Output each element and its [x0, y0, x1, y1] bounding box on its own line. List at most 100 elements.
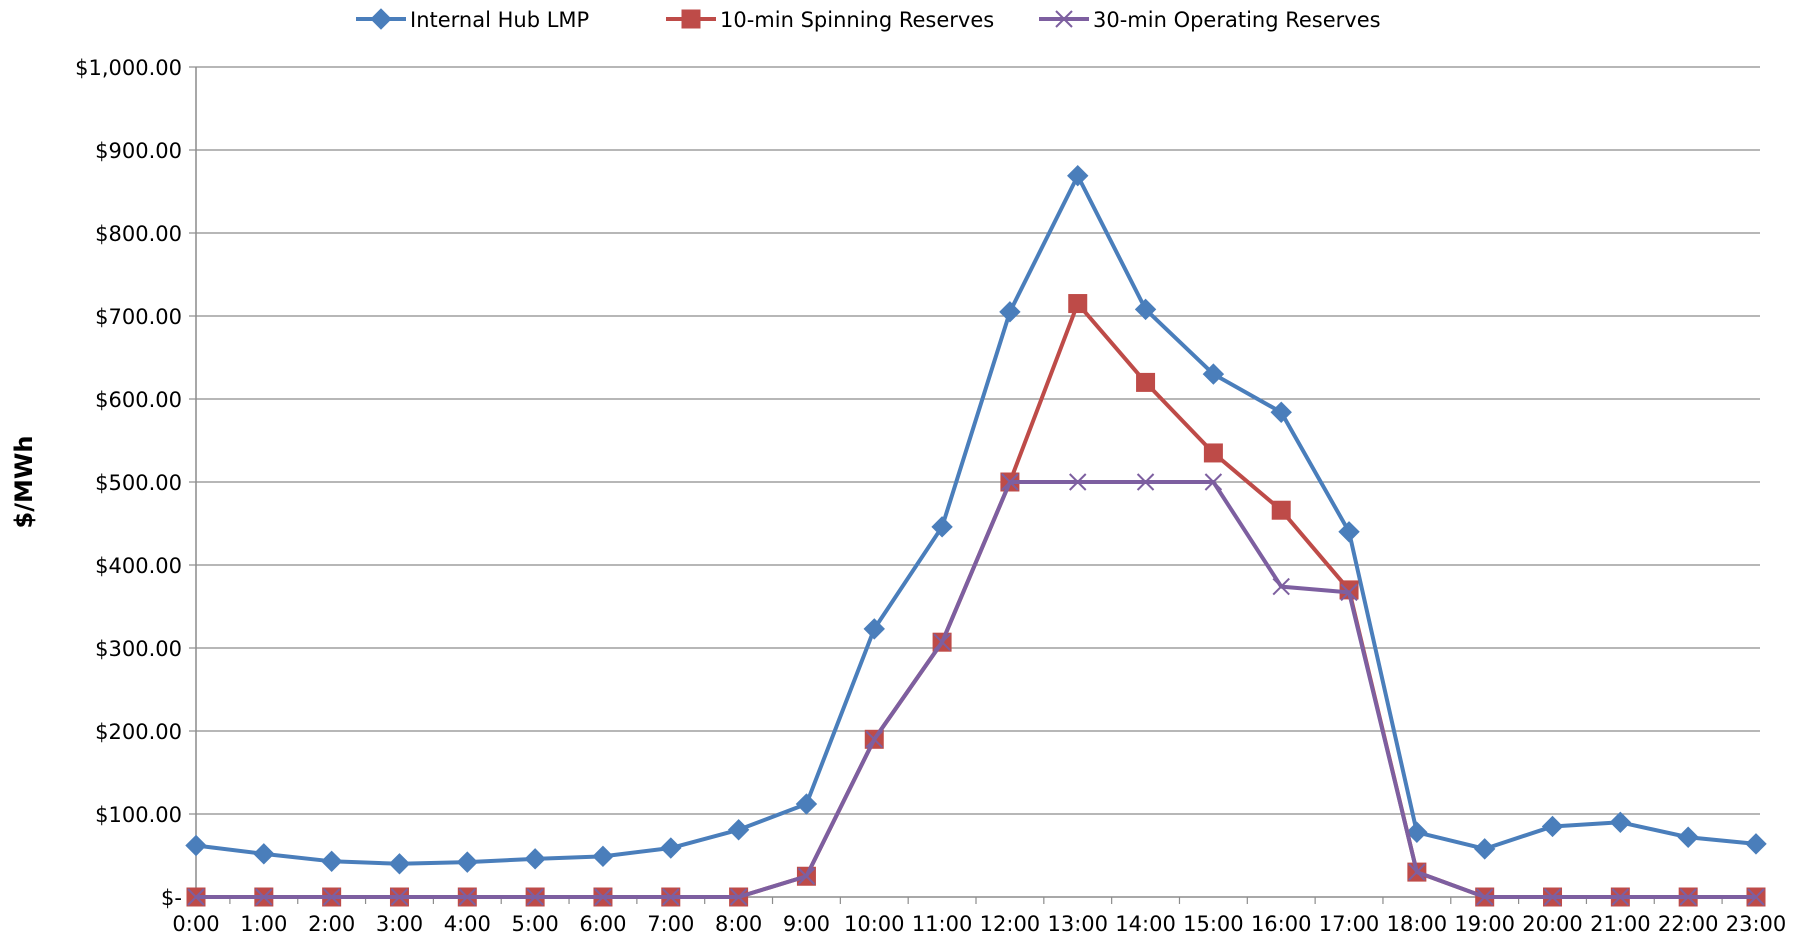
legend-item-2: 30-min Operating Reserves	[1039, 8, 1381, 32]
data-point	[999, 301, 1021, 323]
data-point	[592, 845, 614, 868]
x-marker-stroke	[1272, 577, 1290, 596]
y-tick-label: $1,000.00	[75, 56, 182, 80]
legend-item-0: Internal Hub LMP	[356, 8, 589, 32]
x-marker-stroke	[526, 888, 544, 906]
x-tick-label: 16:00	[1251, 912, 1312, 936]
x-tick-label: 22:00	[1658, 912, 1719, 936]
x-marker-stroke	[1543, 888, 1562, 906]
x-marker-stroke	[390, 888, 409, 906]
legend-marker	[1055, 10, 1073, 28]
y-tick-label: $-	[161, 886, 182, 910]
x-marker-stroke	[1747, 888, 1765, 906]
data-point	[185, 834, 207, 857]
x-marker-stroke	[1679, 888, 1697, 906]
y-tick-label: $600.00	[95, 388, 182, 412]
x-marker-stroke	[933, 633, 951, 651]
data-point	[1541, 815, 1564, 838]
x-marker-stroke	[662, 888, 680, 906]
data-point	[1204, 473, 1223, 491]
data-point	[1475, 888, 1494, 906]
x-marker-stroke	[1069, 473, 1087, 491]
y-tick-label: $100.00	[95, 803, 182, 827]
x-tick-label: 18:00	[1387, 912, 1448, 936]
data-point	[1001, 473, 1019, 491]
y-axis-label: $/MWh	[10, 436, 38, 529]
x-marker-stroke	[322, 888, 341, 906]
series-line	[196, 480, 1756, 899]
axes	[189, 66, 1760, 904]
data-point	[795, 793, 818, 815]
x-tick-label: 5:00	[512, 912, 559, 936]
data-point	[1745, 833, 1767, 855]
x-marker-stroke	[1001, 473, 1019, 491]
x-tick-label: 7:00	[647, 912, 694, 936]
data-point	[388, 853, 411, 875]
y-tick-label: $700.00	[95, 305, 182, 329]
data-point	[1134, 298, 1157, 321]
y-tick-label: $400.00	[95, 554, 182, 578]
series-0	[185, 165, 1767, 875]
data-point	[187, 888, 205, 906]
x-tick-label: 15:00	[1183, 912, 1244, 936]
data-point	[255, 888, 273, 906]
data-point	[865, 730, 883, 749]
series-group	[185, 165, 1767, 907]
x-marker-stroke	[797, 867, 816, 885]
data-point	[456, 851, 479, 873]
y-axis-ticks: $- $100.00 $200.00 $300.00 $400.00 $500.00 $60…	[75, 56, 182, 910]
data-point	[660, 837, 682, 859]
x-tick-label: 20:00	[1522, 912, 1583, 936]
data-point	[1067, 165, 1089, 187]
x-tick-label: 2:00	[308, 912, 355, 936]
series-2	[187, 473, 1765, 906]
y-tick-label: $800.00	[95, 222, 182, 246]
x-tick-label: 10:00	[844, 912, 905, 936]
x-marker-stroke	[1611, 888, 1630, 906]
data-point	[458, 888, 477, 906]
x-marker-stroke	[187, 888, 205, 906]
x-tick-label: 3:00	[376, 912, 423, 936]
y-tick-label: $900.00	[95, 139, 182, 163]
data-point	[1406, 821, 1428, 843]
x-tick-label: 17:00	[1319, 912, 1380, 936]
x-tick-label: 8:00	[715, 912, 762, 936]
data-point	[253, 843, 275, 865]
x-axis-ticks: 0:00 1:00 2:00 3:00 4:00 5:00 6:00 7:00 8:00 9:00…	[172, 912, 1786, 936]
legend-item-1: 10-min Spinning Reserves	[666, 8, 994, 32]
data-point	[933, 633, 951, 651]
data-point	[1679, 888, 1697, 906]
data-point	[1677, 826, 1699, 848]
x-tick-label: 9:00	[783, 912, 830, 936]
data-point	[390, 888, 409, 906]
data-point	[1747, 888, 1765, 906]
data-point	[1408, 863, 1426, 881]
x-tick-label: 1:00	[240, 912, 287, 936]
legend-marker	[681, 9, 701, 29]
data-point	[931, 516, 953, 538]
legend-label: 30-min Operating Reserves	[1093, 8, 1381, 32]
data-point	[863, 618, 885, 640]
data-point	[1340, 583, 1358, 602]
series-line	[196, 301, 1756, 899]
data-point	[526, 888, 544, 906]
x-tick-label: 6:00	[579, 912, 626, 936]
data-point	[1069, 473, 1087, 491]
data-point	[320, 850, 343, 873]
data-point	[729, 888, 748, 906]
data-point	[594, 888, 612, 906]
data-point	[524, 848, 546, 870]
data-point	[1136, 473, 1155, 491]
x-marker-stroke	[1204, 473, 1223, 491]
legend: Internal Hub LMP 10-min Spinning Reserves…	[356, 8, 1381, 32]
x-marker-stroke	[865, 730, 883, 749]
data-point	[1473, 838, 1496, 860]
data-point	[1202, 363, 1225, 385]
x-tick-label: 0:00	[172, 912, 219, 936]
x-marker-stroke	[1408, 863, 1426, 881]
legend-label: 10-min Spinning Reserves	[720, 8, 994, 32]
x-marker-stroke	[594, 888, 612, 906]
x-tick-label: 14:00	[1115, 912, 1176, 936]
data-point	[1136, 372, 1156, 392]
